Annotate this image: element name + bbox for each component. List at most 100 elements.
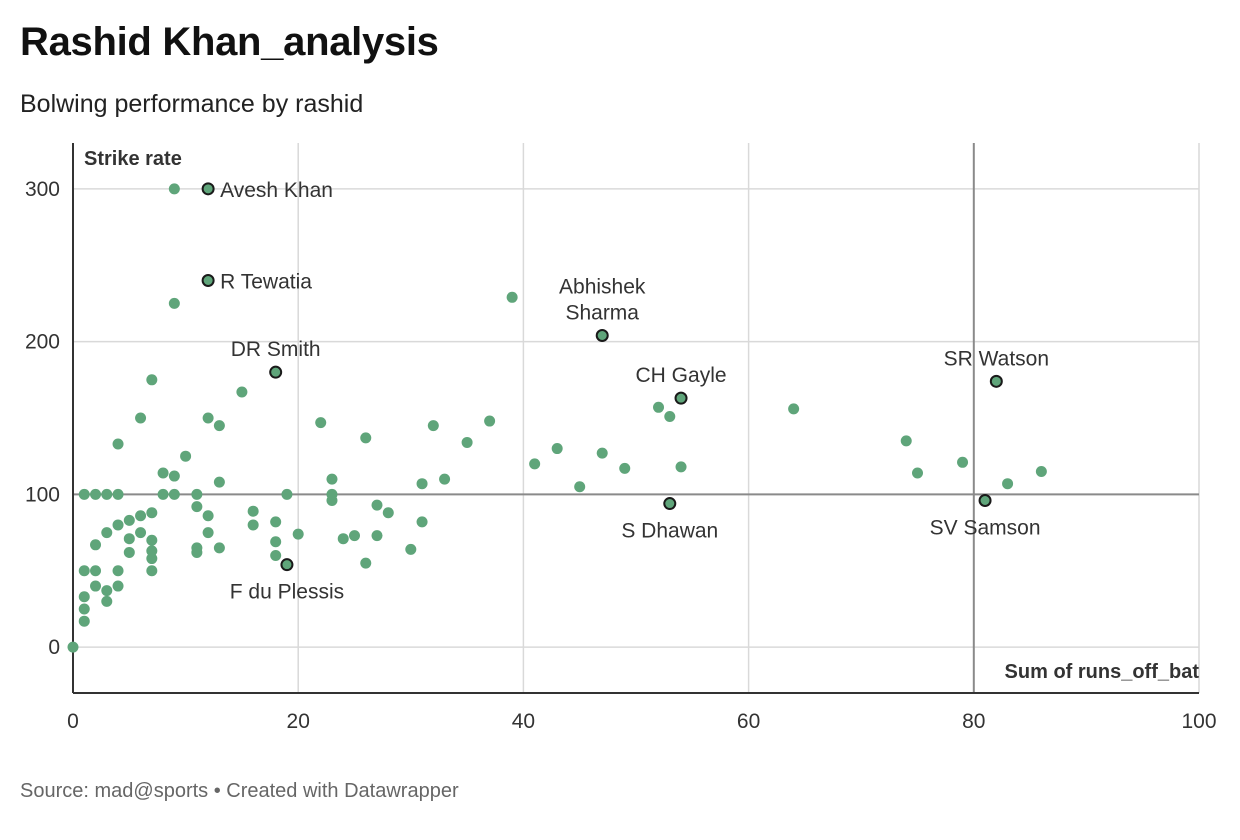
source-footer: Source: mad@sports • Created with Datawr… xyxy=(20,780,459,802)
y-tick-label: 200 xyxy=(25,331,60,354)
point-label: F du Plessis xyxy=(230,581,344,604)
y-tick-label: 100 xyxy=(25,483,60,506)
highlighted-point xyxy=(595,329,609,342)
point-label: SR Watson xyxy=(944,347,1049,370)
data-point xyxy=(315,417,327,429)
y-tick-label: 300 xyxy=(25,178,60,201)
point-label-line: F du Plessis xyxy=(230,581,344,604)
x-tick-label: 100 xyxy=(1181,710,1216,733)
data-point xyxy=(112,565,124,577)
data-point xyxy=(653,401,665,413)
data-points xyxy=(67,182,1047,653)
data-point xyxy=(146,553,158,565)
data-point xyxy=(168,470,180,482)
data-point xyxy=(439,473,451,485)
data-point xyxy=(382,507,394,519)
data-point xyxy=(900,435,912,447)
data-point xyxy=(326,473,338,485)
data-point xyxy=(78,603,90,615)
data-point xyxy=(157,488,169,500)
x-tick-label: 40 xyxy=(512,710,535,733)
data-point xyxy=(788,403,800,415)
data-point xyxy=(619,462,631,474)
data-point xyxy=(146,534,158,546)
data-point xyxy=(529,458,541,470)
data-point xyxy=(78,565,90,577)
data-point xyxy=(405,543,417,555)
data-point xyxy=(213,420,225,432)
data-point xyxy=(101,595,113,607)
point-label-line: Abhishek xyxy=(559,276,646,299)
highlighted-point xyxy=(201,182,215,196)
data-point xyxy=(506,291,518,303)
x-axis-title: Sum of runs_off_bat xyxy=(1005,661,1200,683)
point-label-line: CH Gayle xyxy=(636,364,727,387)
data-point xyxy=(135,527,147,539)
data-point xyxy=(461,436,473,448)
data-point xyxy=(67,641,79,653)
data-point xyxy=(371,530,383,542)
data-point xyxy=(101,488,113,500)
point-label-line: S Dhawan xyxy=(621,520,718,543)
point-label-line: DR Smith xyxy=(231,338,321,361)
data-point xyxy=(416,478,428,490)
data-point xyxy=(202,527,214,539)
data-point xyxy=(146,507,158,519)
data-point xyxy=(247,519,259,531)
data-point xyxy=(281,488,293,500)
data-point xyxy=(326,488,338,500)
data-point xyxy=(360,432,372,444)
chart-subtitle: Bolwing performance by rashid xyxy=(20,90,364,118)
data-point xyxy=(90,539,102,551)
data-point xyxy=(146,565,158,577)
data-point xyxy=(416,516,428,528)
data-point xyxy=(236,386,248,398)
data-point xyxy=(123,533,135,545)
data-point xyxy=(1035,465,1047,477)
data-point xyxy=(146,545,158,557)
point-label: R Tewatia xyxy=(220,271,312,294)
data-point xyxy=(157,467,169,479)
point-label-line: Sharma xyxy=(565,302,639,325)
data-point xyxy=(349,530,360,542)
data-point xyxy=(191,542,203,554)
data-point xyxy=(180,450,192,462)
data-point xyxy=(912,467,923,479)
data-point xyxy=(551,443,563,455)
data-point xyxy=(191,488,203,500)
data-point xyxy=(337,533,349,545)
data-point xyxy=(360,557,372,569)
data-point xyxy=(78,488,90,500)
point-label: CH Gayle xyxy=(636,364,727,387)
data-point xyxy=(191,501,203,513)
y-axis-title: Strike rate xyxy=(84,148,182,170)
point-label: DR Smith xyxy=(231,338,321,361)
data-point xyxy=(213,476,225,488)
highlighted-point xyxy=(663,497,677,511)
point-label: Abhishek Sharma xyxy=(559,276,646,325)
data-point xyxy=(78,615,90,627)
data-point xyxy=(78,591,90,603)
data-point xyxy=(135,510,147,522)
data-point xyxy=(574,481,586,493)
chart-title: Rashid Khan_analysis xyxy=(20,20,439,64)
data-point xyxy=(270,550,282,561)
point-label-line: SV Samson xyxy=(930,517,1041,540)
point-labels: Avesh Khan R Tewatia DR Smith F du Plessis A… xyxy=(220,179,1049,604)
data-point xyxy=(596,447,608,459)
data-point xyxy=(112,488,124,500)
highlighted-point xyxy=(201,274,215,287)
x-tick-label: 0 xyxy=(67,710,79,733)
data-point xyxy=(90,488,102,500)
data-point xyxy=(957,456,969,468)
data-point xyxy=(101,585,113,597)
data-point xyxy=(247,505,259,517)
data-point xyxy=(90,580,102,592)
highlighted-point xyxy=(269,365,283,379)
data-point xyxy=(213,542,225,554)
scatter-chart: 0 100 200 300 0 20 40 60 80 100 Strike rate Sum of … xyxy=(25,143,1217,733)
data-point xyxy=(675,461,687,473)
data-point xyxy=(202,510,214,522)
reference-lines xyxy=(73,143,1199,693)
data-point xyxy=(112,438,124,450)
